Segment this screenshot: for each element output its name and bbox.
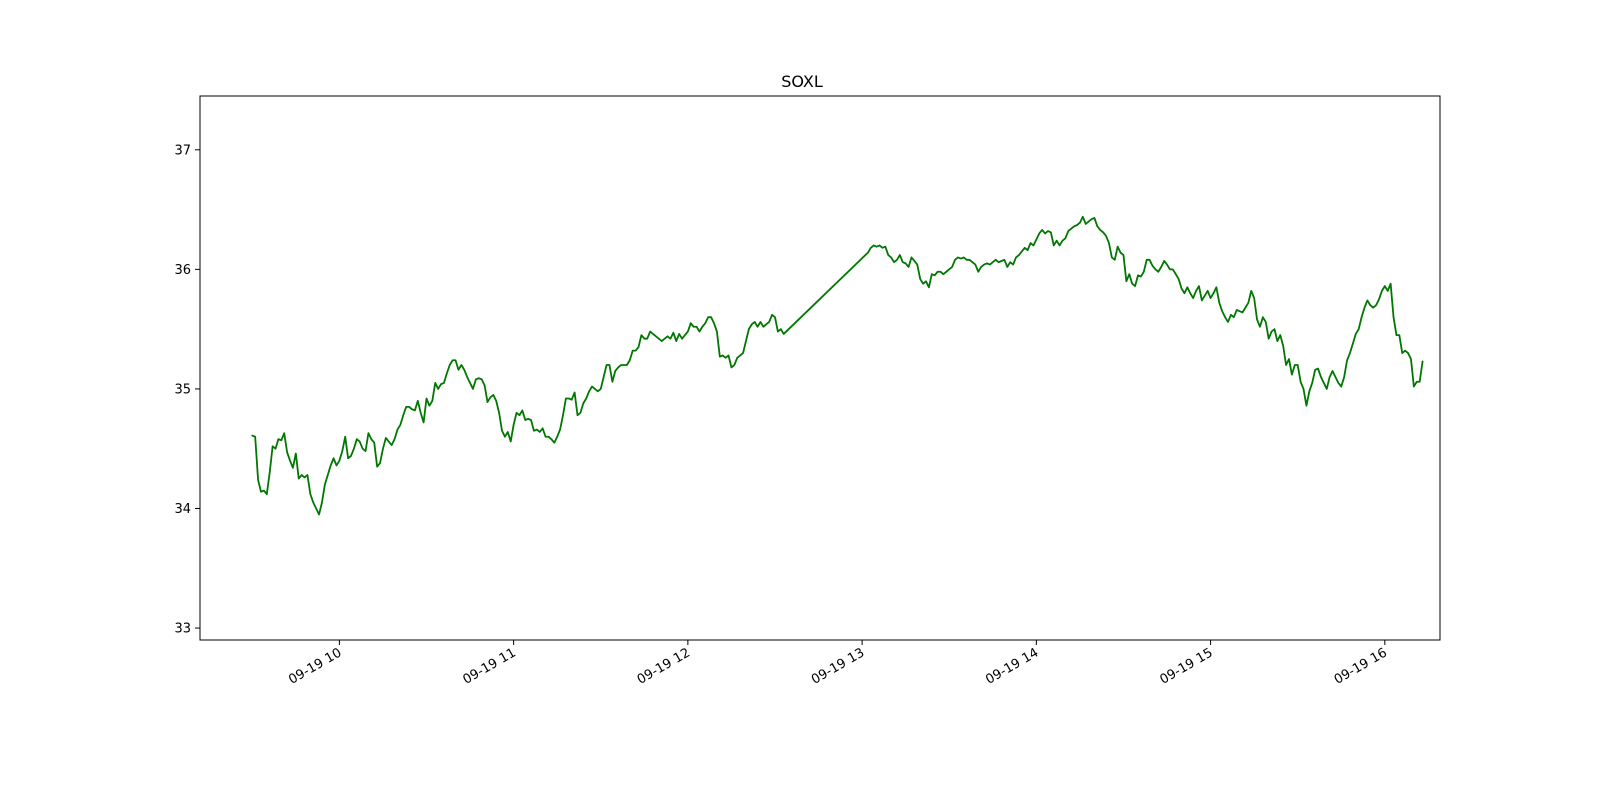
plot-frame	[199, 95, 1441, 641]
chart-title: SOXL	[781, 72, 823, 91]
y-tick-label: 33	[174, 622, 191, 637]
y-tick-label: 36	[174, 263, 191, 278]
series-line-0	[251, 215, 1424, 516]
y-axis: 33 34 35 36 37	[174, 143, 200, 637]
plot-area	[251, 215, 1424, 516]
y-tick-label: 37	[174, 143, 191, 158]
y-tick-label: 35	[174, 382, 191, 397]
y-tick-label: 34	[174, 502, 191, 517]
